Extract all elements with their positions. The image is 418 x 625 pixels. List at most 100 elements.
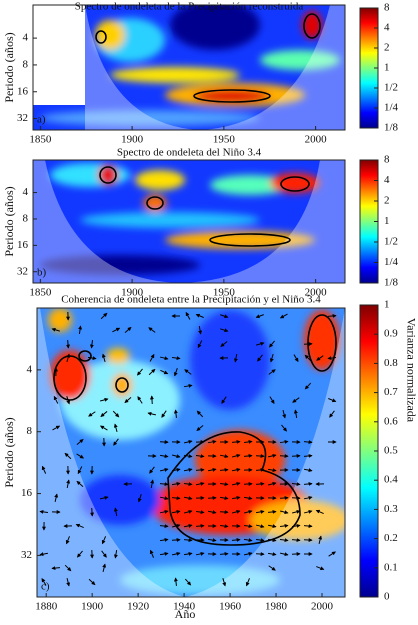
colorbar-tick-label: 1/8 (384, 277, 399, 289)
phase-arrow (66, 396, 71, 405)
phase-arrow (304, 354, 312, 362)
phase-arrow (161, 410, 167, 418)
y-tick-label: 8 (27, 425, 33, 437)
phase-arrow (41, 465, 47, 474)
phase-arrow (112, 327, 121, 333)
phase-arrow (267, 524, 277, 529)
panel-title: Coherencia de ondeleta entre la Precipit… (61, 294, 321, 306)
phase-arrow (51, 566, 61, 571)
panel-label: c) (41, 581, 50, 593)
phase-arrow (159, 524, 169, 529)
phase-arrow (137, 494, 142, 503)
phase-arrow (195, 510, 205, 515)
x-axis-label: Año (175, 607, 196, 621)
phase-arrow (101, 536, 107, 545)
phase-arrow (279, 523, 289, 528)
y-axis-label: Periodo (años) (2, 417, 16, 487)
colorbar-tick-label: 2 (384, 42, 390, 54)
frame (32, 4, 346, 131)
colorbar-tick-label: 4 (384, 174, 390, 186)
phase-arrow (327, 313, 337, 318)
colorbar-tick-label: 0.7 (384, 386, 398, 398)
phase-arrow (267, 538, 277, 543)
phase-arrow (279, 454, 289, 459)
phase-arrow (281, 424, 287, 432)
phase-arrow (195, 313, 204, 318)
phase-arrow (198, 325, 203, 335)
phase-arrow (303, 453, 313, 458)
phase-arrow (279, 538, 289, 543)
phase-arrow (171, 523, 181, 528)
phase-arrow (221, 396, 227, 404)
phase-arrow (219, 524, 229, 529)
phase-arrow (41, 578, 47, 586)
phase-arrow (291, 496, 301, 501)
phase-arrow (219, 454, 229, 459)
phase-arrow (231, 453, 241, 458)
x-tick-label: 1900 (121, 287, 144, 299)
phase-arrow (220, 314, 229, 319)
phase-arrow (100, 397, 109, 402)
phase-arrow (303, 468, 313, 473)
phase-arrow (173, 577, 178, 587)
phase-arrow (303, 524, 313, 529)
phase-arrow (76, 480, 84, 488)
panel-label: a) (37, 114, 46, 126)
phase-arrow (159, 467, 169, 472)
phase-arrow (255, 538, 265, 543)
phase-arrow (316, 566, 325, 571)
phase-arrow (124, 397, 132, 404)
phase-arrow (183, 496, 193, 501)
colorbar-tick-label: 0.2 (384, 532, 398, 544)
phase-arrow (231, 537, 241, 542)
phase-arrow (195, 523, 205, 528)
phase-arrow (255, 314, 264, 319)
phase-arrow (293, 354, 299, 363)
phase-arrow (195, 481, 205, 486)
phase-arrow (303, 481, 313, 486)
phase-arrow (184, 369, 192, 375)
phase-arrow (280, 510, 289, 515)
colorbar-tick-label: 1 (384, 299, 390, 311)
phase-arrow (292, 397, 300, 403)
phase-arrow (291, 482, 301, 487)
phase-arrow (66, 339, 71, 349)
phase-arrow (195, 454, 205, 459)
phase-arrow (304, 382, 312, 390)
x-tick-label: 1850 (29, 287, 52, 299)
phase-arrow (219, 482, 229, 487)
phase-arrow (269, 396, 275, 404)
phase-arrow (231, 439, 241, 444)
phase-arrow (171, 509, 181, 514)
phase-arrow (185, 311, 191, 320)
phase-arrow (39, 509, 49, 514)
y-tick-label: 32 (17, 112, 28, 124)
colorbar-tick-label: 1 (384, 215, 390, 227)
phase-arrow (147, 411, 157, 416)
phase-arrow (269, 340, 275, 348)
colorbar-tick-label: 1/2 (384, 82, 398, 94)
phase-arrow (303, 440, 313, 445)
phase-arrow (89, 339, 94, 349)
phase-arrow (195, 467, 205, 472)
phase-arrow (184, 578, 192, 586)
phase-arrow (303, 509, 313, 514)
colorbar-tick-label: 0.9 (384, 328, 398, 340)
phase-arrow (279, 313, 288, 319)
phase-arrow (159, 454, 169, 459)
phase-arrow (316, 355, 324, 361)
phase-arrow (328, 551, 336, 557)
phase-arrow (101, 353, 106, 362)
phase-arrow (279, 495, 289, 500)
x-tick-label: 1980 (265, 601, 288, 613)
y-tick-label: 32 (17, 265, 28, 277)
phase-arrow (222, 578, 227, 587)
phase-arrow (51, 327, 60, 332)
phase-arrow (52, 425, 61, 431)
phase-arrow (137, 368, 143, 376)
phase-arrow (148, 327, 156, 333)
phase-arrow (100, 411, 108, 417)
phase-arrow (291, 509, 301, 514)
phase-arrow (255, 524, 265, 529)
